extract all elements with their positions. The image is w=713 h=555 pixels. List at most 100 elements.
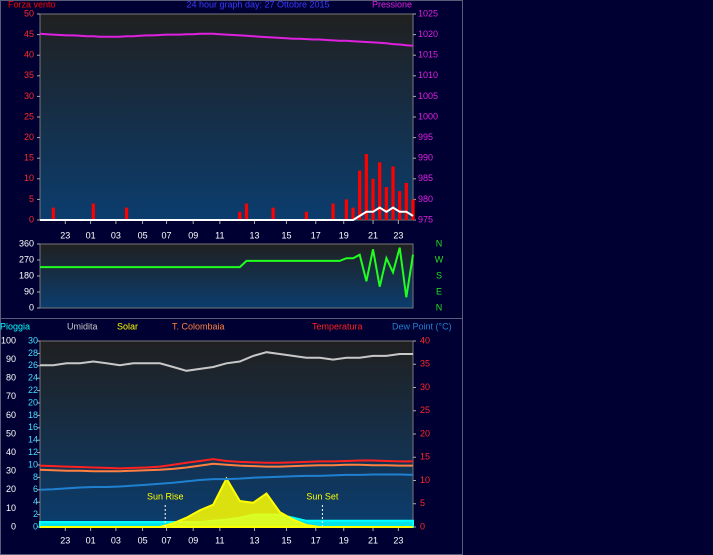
y-tick-label: 15	[420, 452, 430, 462]
x-tick-label: 23	[393, 535, 403, 545]
y-tick-label: 40	[420, 335, 430, 345]
y-tick-label: 60	[6, 410, 16, 420]
legend-label: Solar	[117, 321, 138, 331]
y-tick-label: 10	[6, 503, 16, 513]
y-tick-label: 10	[24, 173, 34, 183]
y-tick-label: 1000	[418, 111, 438, 121]
x-tick-label: 23	[60, 230, 70, 240]
y-tick-label: 15	[24, 153, 34, 163]
y-tick-label: 4	[33, 497, 38, 507]
legend-label: Forza vento	[8, 0, 56, 9]
bar	[51, 207, 55, 220]
y-tick-label: E	[436, 286, 442, 296]
y-tick-label: 28	[28, 348, 38, 358]
y-tick-label: 20	[6, 484, 16, 494]
y-tick-label: 100	[1, 335, 16, 345]
x-tick-label: 21	[368, 230, 378, 240]
y-tick-label: 1025	[418, 8, 438, 18]
bar	[331, 203, 335, 220]
y-tick-label: 6	[33, 484, 38, 494]
bar	[378, 162, 382, 220]
legend-label: Pioggia	[0, 321, 30, 331]
y-tick-label: 40	[24, 50, 34, 60]
line	[39, 473, 414, 491]
bar	[411, 199, 415, 220]
annotation: Sun Rise	[147, 491, 184, 501]
legend-label: Temperatura	[312, 321, 363, 331]
y-tick-label: 990	[418, 153, 433, 163]
bar	[364, 154, 368, 220]
legend-label: Dew Point (°C)	[392, 321, 452, 331]
x-tick-label: 05	[138, 535, 148, 545]
y-tick-label: 0	[420, 521, 425, 531]
y-tick-label: 40	[6, 447, 16, 457]
y-tick-label: 30	[28, 335, 38, 345]
x-tick-label: 03	[111, 230, 121, 240]
y-tick-label: 90	[24, 286, 34, 296]
legend-label: Umidita	[67, 321, 98, 331]
line	[39, 462, 413, 473]
x-tick-label: 15	[281, 535, 291, 545]
line	[40, 351, 413, 372]
y-tick-label: 25	[24, 111, 34, 121]
y-tick-label: 16	[28, 422, 38, 432]
y-tick-label: 22	[28, 385, 38, 395]
x-tick-label: 09	[188, 230, 198, 240]
y-tick-label: 30	[420, 382, 430, 392]
y-tick-label: N	[436, 302, 443, 312]
y-tick-label: 5	[29, 194, 34, 204]
plot-area	[39, 243, 414, 309]
x-tick-label: 23	[60, 535, 70, 545]
y-tick-label: 985	[418, 173, 433, 183]
x-tick-label: 19	[339, 230, 349, 240]
bar	[344, 199, 348, 220]
x-tick-label: 11	[215, 535, 224, 545]
y-tick-label: 975	[418, 214, 433, 224]
y-tick-label: 30	[24, 91, 34, 101]
y-tick-label: 2	[33, 509, 38, 519]
y-tick-label: N	[436, 238, 443, 248]
line	[40, 206, 414, 221]
y-tick-label: 50	[6, 428, 16, 438]
y-tick-label: 18	[28, 410, 38, 420]
y-tick-label: W	[435, 254, 444, 264]
x-tick-label: 03	[111, 535, 121, 545]
y-tick-label: 360	[19, 238, 34, 248]
area	[40, 476, 413, 528]
bar	[351, 207, 355, 220]
annotation: Sun Set	[306, 491, 339, 501]
x-tick-label: 21	[368, 535, 378, 545]
y-tick-label: 0	[29, 302, 34, 312]
bar	[404, 182, 408, 220]
y-tick-label: 0	[33, 521, 38, 531]
x-tick-label: 15	[281, 230, 291, 240]
y-tick-label: 270	[19, 254, 34, 264]
x-tick-label: 01	[86, 230, 96, 240]
y-tick-label: 12	[28, 447, 38, 457]
y-tick-label: 10	[420, 475, 430, 485]
bar	[384, 187, 388, 220]
y-tick-label: 10	[28, 459, 38, 469]
bar	[371, 178, 375, 220]
x-tick-label: 05	[138, 230, 148, 240]
y-tick-label: 70	[6, 391, 16, 401]
y-tick-label: 0	[11, 521, 16, 531]
y-tick-label: 25	[420, 405, 430, 415]
y-tick-label: 30	[6, 466, 16, 476]
legend-label: Pressione	[372, 0, 412, 9]
bar	[91, 203, 95, 220]
y-tick-label: 1010	[418, 70, 438, 80]
x-tick-label: 23	[393, 230, 403, 240]
bar	[391, 166, 395, 220]
y-tick-label: 80	[6, 373, 16, 383]
bar	[271, 207, 275, 220]
line	[39, 458, 413, 470]
bar	[304, 211, 309, 220]
x-tick-label: 17	[311, 535, 321, 545]
x-tick-label: 11	[215, 230, 224, 240]
x-tick-label: 01	[86, 535, 96, 545]
y-tick-label: 180	[19, 270, 34, 280]
plot-area	[39, 13, 414, 221]
y-tick-label: 995	[418, 132, 433, 142]
